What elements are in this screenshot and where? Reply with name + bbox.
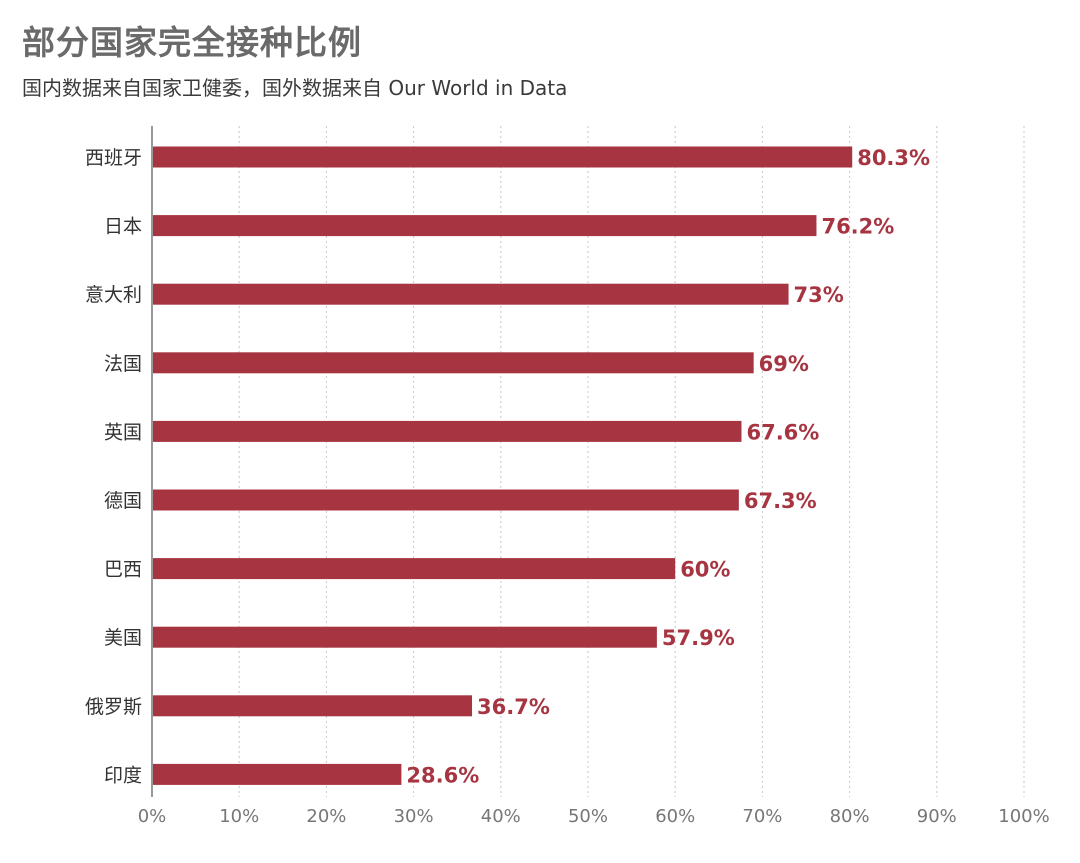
bar [153,420,742,442]
category-label: 法国 [104,353,142,375]
bar [153,626,657,648]
data-label: 28.6% [406,763,479,787]
x-tick-label: 50% [568,806,608,827]
category-label: 意大利 [85,284,142,306]
x-tick-label: 40% [481,806,521,827]
category-label: 美国 [104,627,142,649]
data-label: 67.6% [746,420,819,444]
data-label: 76.2% [821,215,894,239]
bar [153,215,817,237]
x-tick-label: 10% [219,806,259,827]
x-tick-label: 30% [394,806,434,827]
chart-subtitle: 国内数据来自国家卫健委，国外数据来自 Our World in Data [22,76,568,100]
bar [153,695,473,717]
category-label: 德国 [104,490,142,512]
bar [153,283,789,305]
x-tick-label: 0% [138,806,167,827]
category-label: 西班牙 [85,147,142,169]
data-label: 57.9% [662,626,735,650]
x-tick-label: 70% [742,806,782,827]
data-label: 67.3% [744,489,817,513]
data-label: 36.7% [477,695,550,719]
data-label: 80.3% [857,146,930,170]
data-label: 73% [794,283,844,307]
x-tick-label: 80% [830,806,870,827]
category-label: 英国 [104,421,142,443]
bar [153,558,676,580]
chart-title: 部分国家完全接种比例 [22,23,362,62]
bar [153,146,853,168]
x-tick-label: 90% [917,806,957,827]
bar [153,763,402,785]
data-label: 69% [759,352,809,376]
x-tick-label: 20% [306,806,346,827]
category-label: 日本 [104,216,142,238]
category-label: 巴西 [104,559,142,581]
bar [153,489,739,511]
data-label: 60% [680,558,730,582]
category-label: 印度 [104,764,142,786]
bar [153,352,754,374]
category-label: 俄罗斯 [85,696,142,718]
x-tick-label: 60% [655,806,695,827]
x-tick-label: 100% [998,806,1049,827]
